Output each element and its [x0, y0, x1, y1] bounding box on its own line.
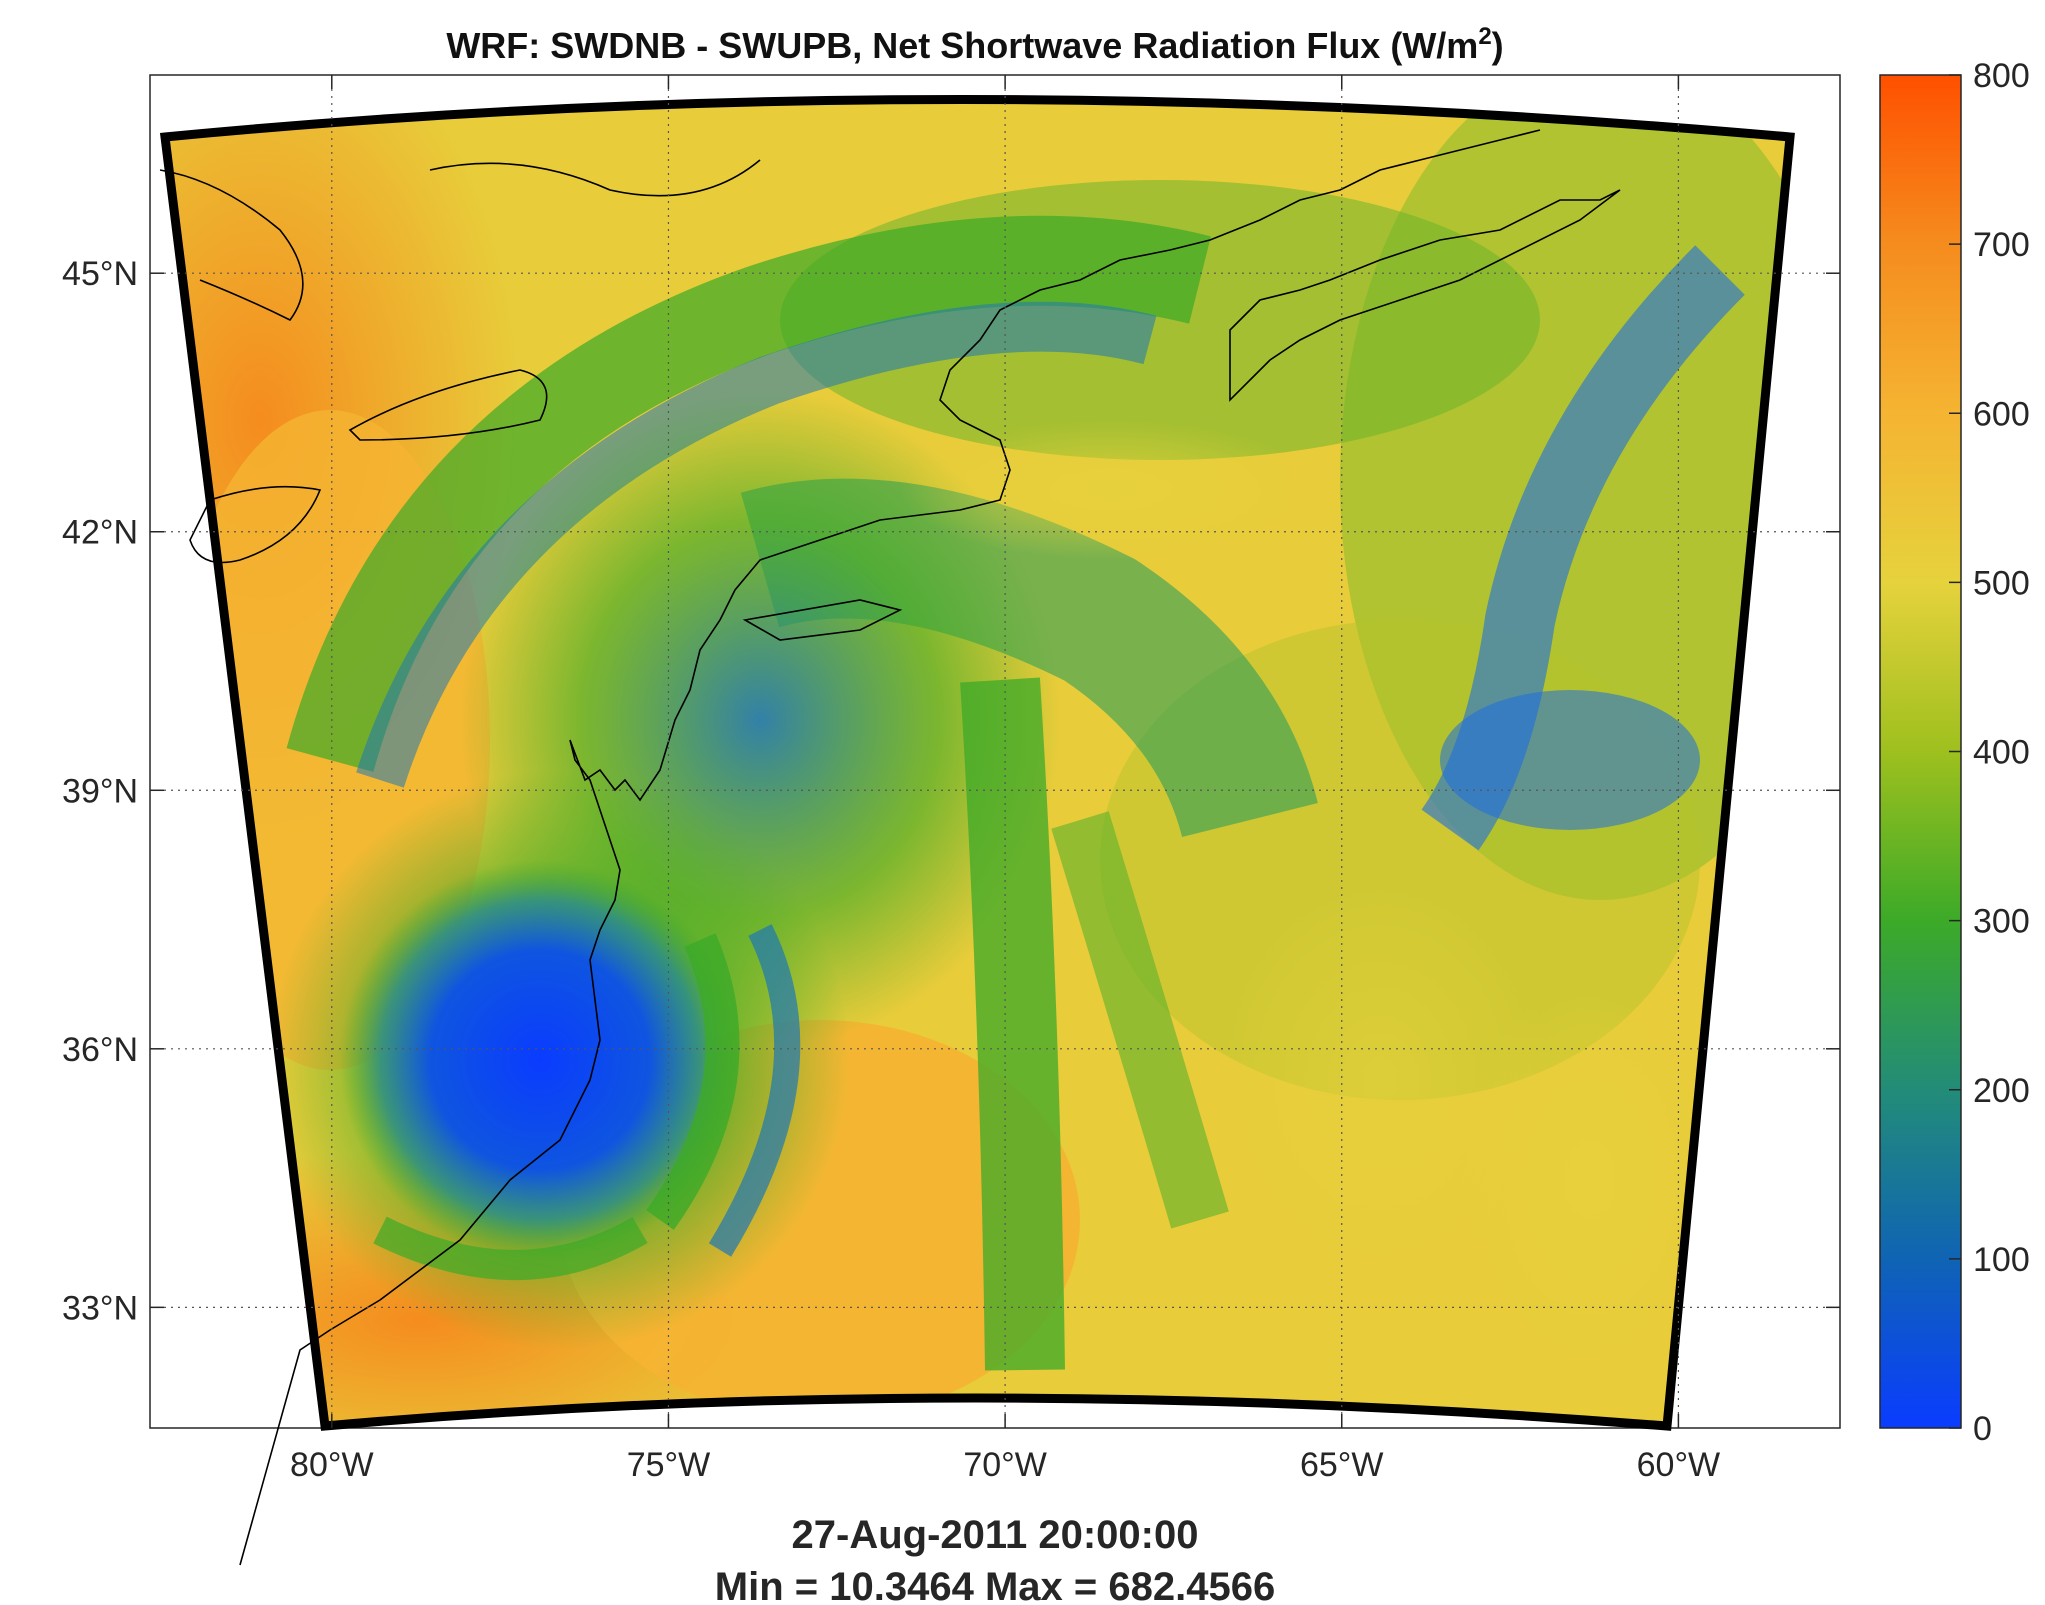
- colorbar-tick-label: 500: [1973, 564, 2030, 602]
- longitude-labels: 80°W 75°W 70°W 65°W 60°W: [290, 1446, 1720, 1484]
- lat-tick-label: 36°N: [62, 1031, 138, 1069]
- colorbar-tick-label: 600: [1973, 395, 2030, 433]
- wrf-domain-field: [165, 99, 1790, 1426]
- coastlines: [159, 129, 1621, 1566]
- map-title: WRF: SWDNB - SWUPB, Net Shortwave Radiat…: [446, 23, 1503, 66]
- colorbar-tick-label: 300: [1973, 903, 2030, 941]
- lat-tick-label: 39°N: [62, 772, 138, 810]
- min-max-label: Min = 10.3464 Max = 682.4566: [715, 1565, 1275, 1605]
- colorbar-tick-label: 400: [1973, 734, 2030, 772]
- colorbar-tick-label: 700: [1973, 226, 2030, 264]
- lon-tick-label: 75°W: [627, 1446, 711, 1484]
- colorbar: [1879, 74, 1962, 1429]
- lat-tick-label: 45°N: [62, 255, 138, 293]
- lon-tick-label: 80°W: [290, 1446, 374, 1484]
- graticule: [150, 75, 1840, 1428]
- timestamp-label: 27-Aug-2011 20:00:00: [792, 1513, 1199, 1557]
- colorbar-ticks: 0 100 200 300 400 500 600 700 800: [1949, 57, 2030, 1448]
- colorbar-tick-label: 800: [1973, 57, 2030, 95]
- latitude-labels: 45°N 42°N 39°N 36°N 33°N: [62, 255, 138, 1327]
- lon-tick-label: 65°W: [1300, 1446, 1384, 1484]
- lon-tick-label: 70°W: [963, 1446, 1047, 1484]
- colorbar-tick-label: 100: [1973, 1241, 2030, 1279]
- lat-tick-label: 33°N: [62, 1289, 138, 1327]
- lon-tick-label: 60°W: [1637, 1446, 1721, 1484]
- colorbar-tick-label: 200: [1973, 1072, 2030, 1110]
- wrf-domain-boundary: [159, 95, 1795, 1431]
- colorbar-tick-label: 0: [1973, 1410, 1992, 1448]
- lat-tick-label: 42°N: [62, 514, 138, 552]
